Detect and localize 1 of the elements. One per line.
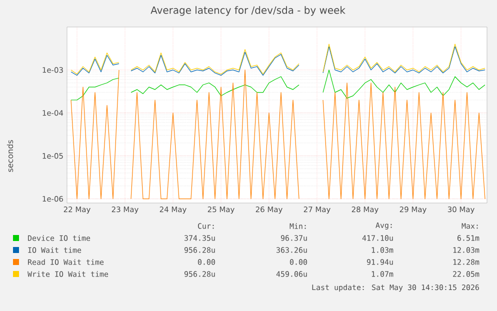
chart-title: Average latency for /dev/sda - by week — [150, 6, 346, 16]
